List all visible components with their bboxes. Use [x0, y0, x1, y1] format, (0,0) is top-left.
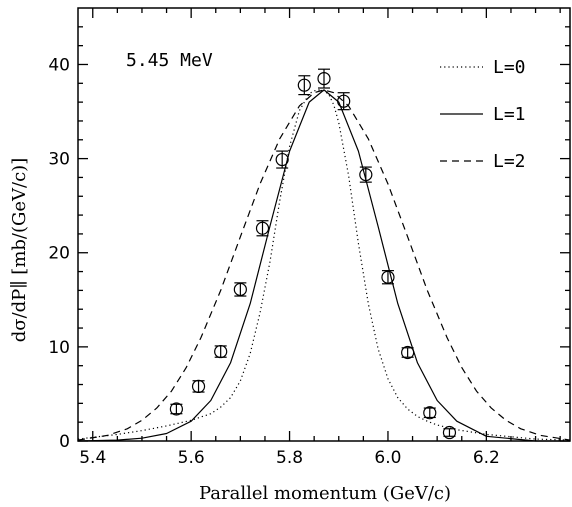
legend-item: L=0	[440, 57, 526, 78]
energy-annotation: 5.45 MeV	[126, 50, 213, 71]
y-tick-label: 30	[48, 150, 70, 170]
data-point	[275, 150, 289, 169]
point-marker	[442, 425, 457, 440]
curve-l0	[77, 89, 571, 441]
point-marker	[214, 344, 228, 359]
data-point	[423, 406, 437, 420]
legend-item: L=2	[440, 151, 526, 172]
data-point	[317, 68, 331, 89]
curve-l2	[77, 89, 571, 441]
data-point	[214, 344, 228, 359]
point-marker	[381, 270, 395, 284]
point-marker	[359, 168, 373, 182]
point-marker	[423, 406, 437, 420]
y-tick-label: 40	[48, 55, 70, 75]
x-tick-label: 6.2	[473, 448, 500, 468]
data-point	[337, 92, 351, 111]
x-tick-label: 5.8	[276, 448, 303, 468]
data-point	[191, 379, 206, 394]
data-point	[401, 345, 415, 360]
point-marker	[233, 282, 247, 297]
data-point	[381, 270, 395, 285]
x-axis-title: Parallel momentum (GeV/c)	[199, 483, 451, 504]
data-point	[169, 402, 183, 416]
data-point	[233, 282, 247, 297]
legend: L=0 L=1 L=2	[440, 57, 526, 172]
point-marker	[337, 94, 351, 108]
y-tick-label: 20	[48, 244, 70, 264]
tick-labels: 5.4 5.6 5.8 6.0 6.2 0 10 20 30 40	[48, 55, 500, 468]
legend-label: L=0	[493, 57, 526, 78]
data-point	[442, 425, 457, 440]
y-tick-label: 0	[59, 432, 70, 452]
axis-ticks	[78, 8, 570, 442]
point-marker	[297, 78, 311, 92]
point-marker	[191, 379, 206, 394]
point-marker	[255, 221, 270, 235]
point-marker	[169, 402, 183, 416]
data-points	[169, 68, 457, 440]
plot-frame	[77, 7, 571, 442]
data-point	[255, 220, 270, 237]
plot-border	[77, 7, 571, 442]
x-tick-label: 5.6	[178, 448, 205, 468]
point-marker	[275, 152, 289, 167]
curves	[77, 89, 571, 442]
point-marker	[401, 345, 415, 360]
x-tick-label: 5.4	[79, 448, 106, 468]
data-point	[359, 166, 373, 183]
point-marker	[317, 71, 331, 86]
data-point	[297, 75, 311, 96]
x-tick-label: 6.0	[374, 448, 401, 468]
legend-label: L=1	[493, 104, 526, 125]
y-tick-label: 10	[48, 338, 70, 358]
y-axis-title: dσ/dP∥ [mb/(GeV/c)]	[9, 158, 30, 342]
legend-label: L=2	[493, 151, 526, 172]
legend-item: L=1	[440, 104, 526, 125]
curve-l1	[77, 89, 570, 442]
